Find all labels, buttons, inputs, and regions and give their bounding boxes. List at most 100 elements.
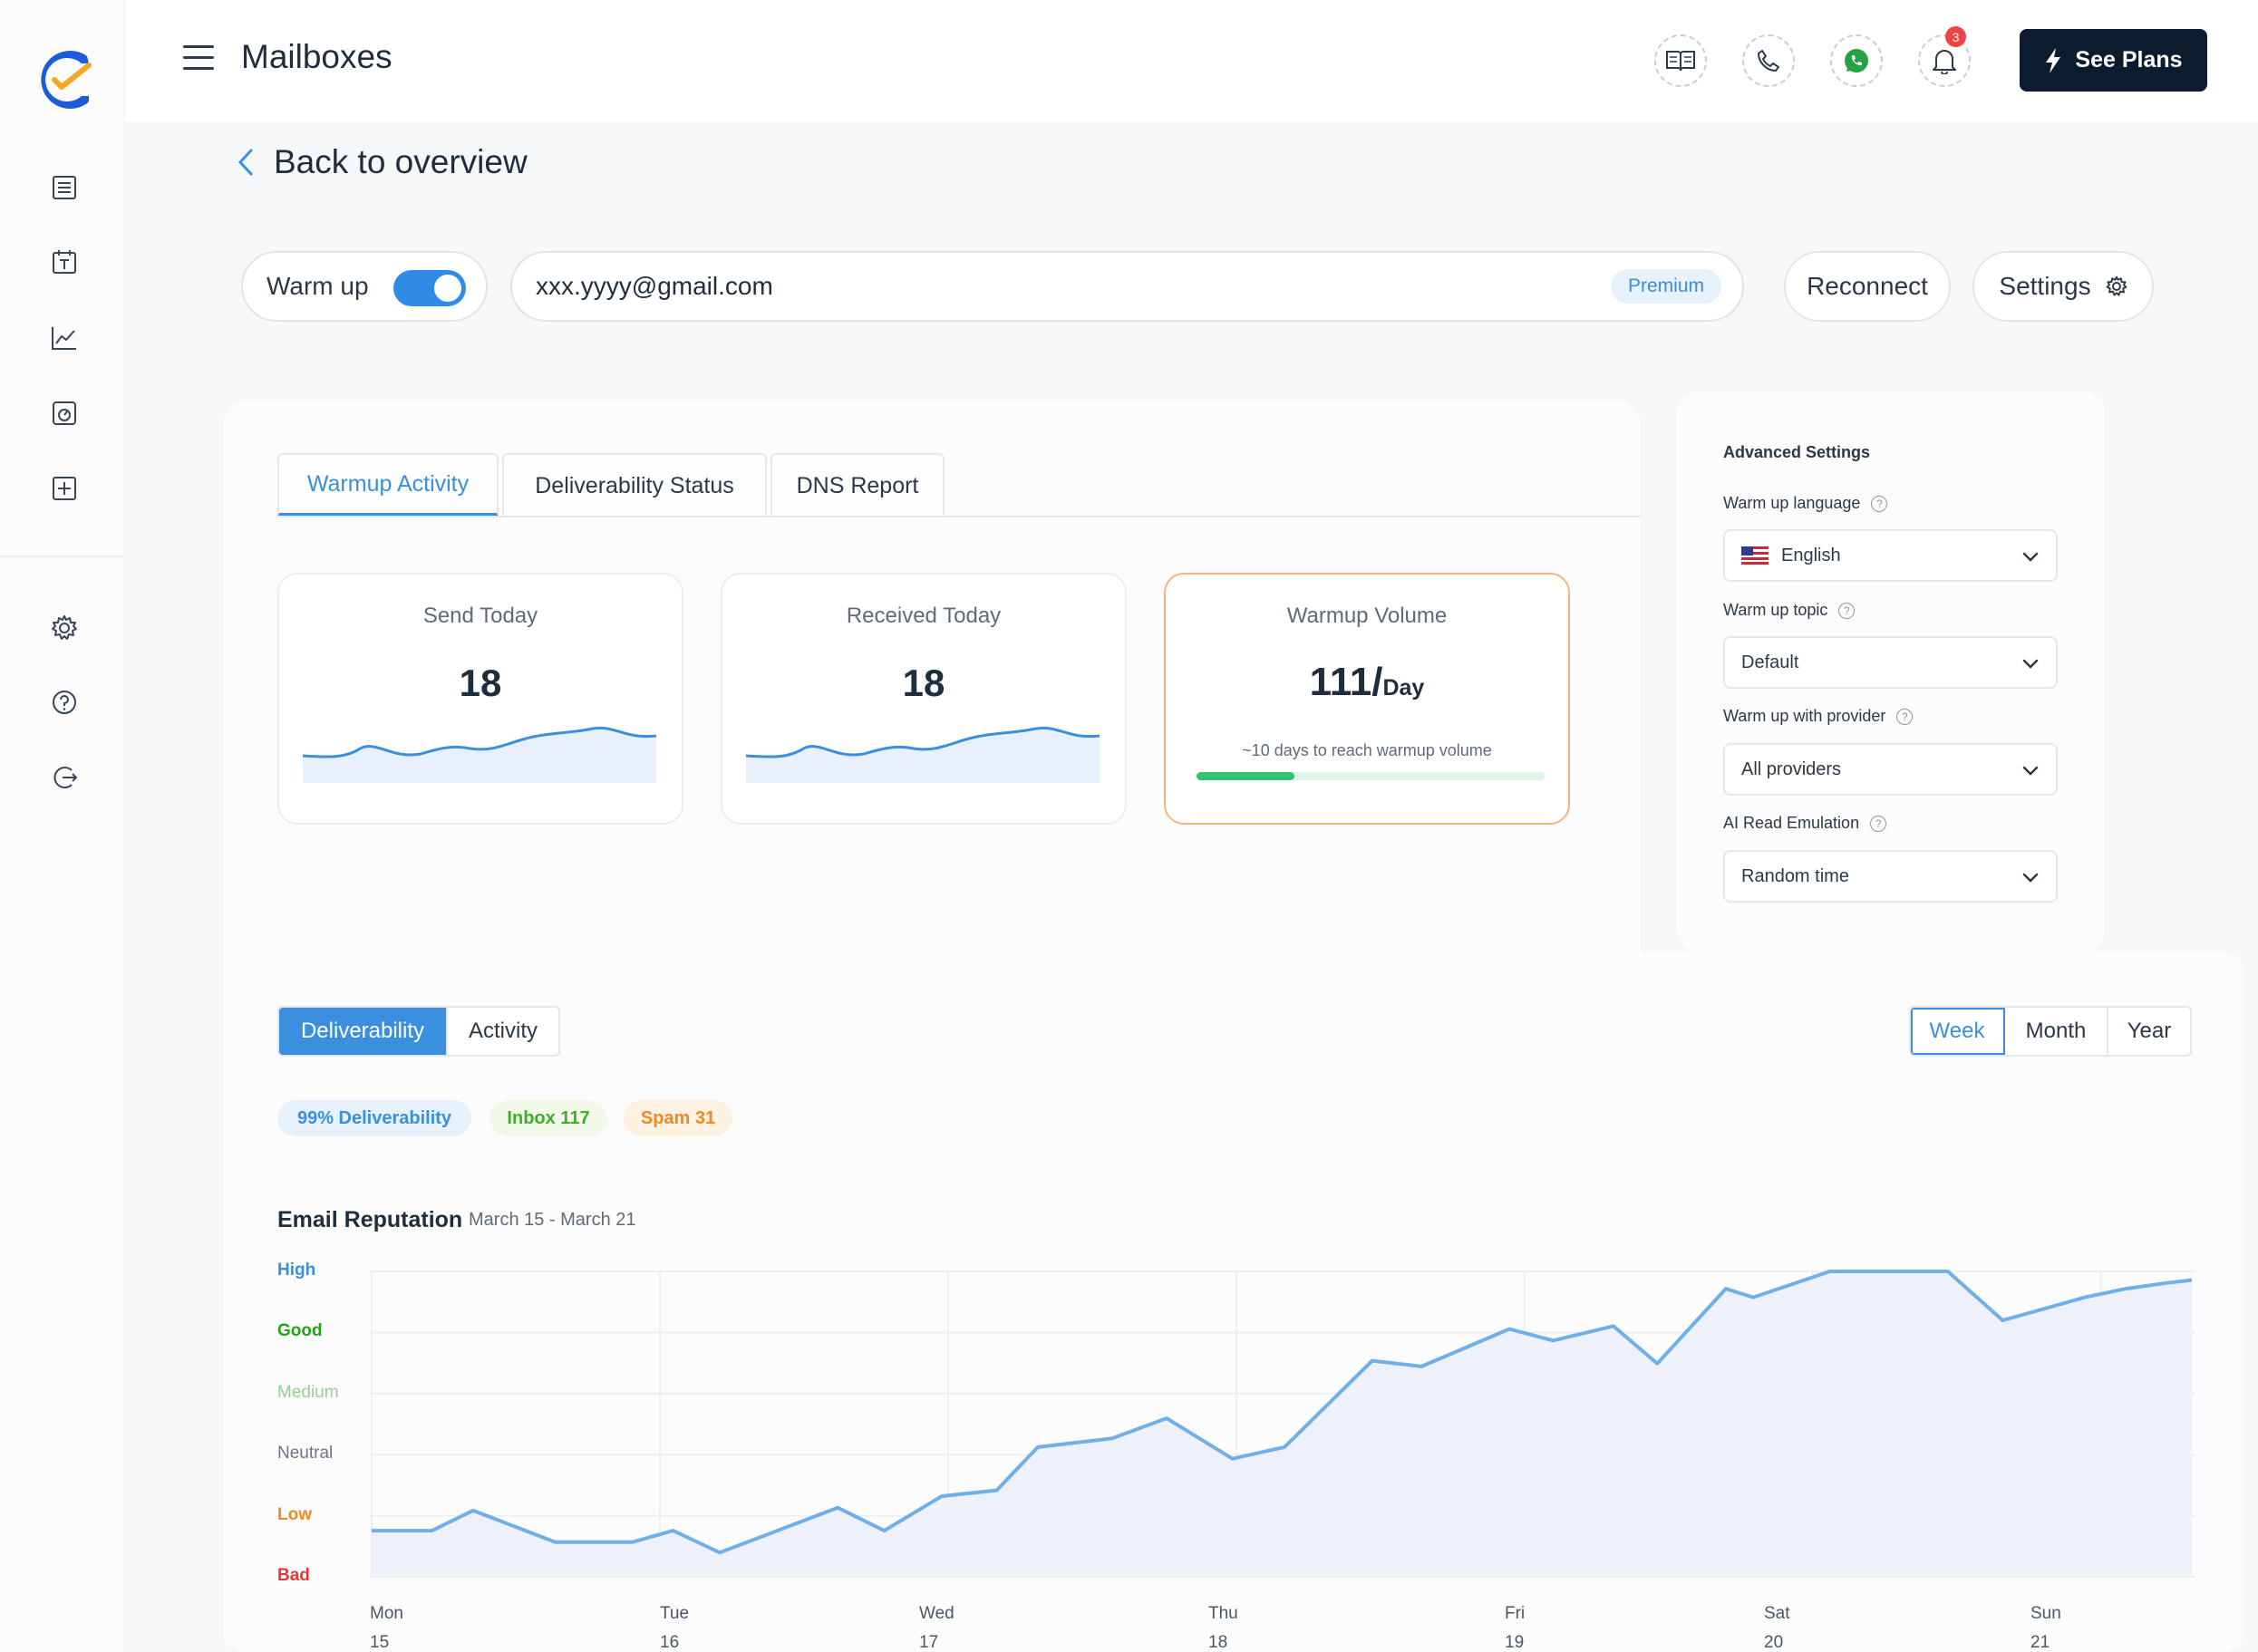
us-flag-icon	[1741, 546, 1769, 565]
warmup-volume-card: Warmup Volume 111/Day ~10 days to reach …	[1164, 573, 1570, 825]
year-toggle[interactable]: Year	[2127, 1019, 2172, 1043]
x-tick-label: Wed 17	[919, 1604, 955, 1652]
reputation-line	[372, 1270, 2193, 1555]
warmup-language-select[interactable]: English	[1723, 529, 2058, 582]
warmup-language-value: English	[1781, 545, 1841, 565]
chart-subtitle: March 15 - March 21	[469, 1210, 636, 1230]
inbox-chip: Inbox 117	[489, 1100, 607, 1136]
warmup-volume-label: Warmup Volume	[1286, 604, 1448, 628]
notification-badge: 3	[1945, 26, 1966, 47]
y-tick-label: Bad	[277, 1566, 310, 1585]
see-plans-label: See Plans	[2075, 47, 2183, 72]
warmup-provider-label: Warm up with provider?	[1723, 707, 1914, 726]
reconnect-label: Reconnect	[1807, 272, 1928, 300]
list-icon[interactable]	[45, 169, 83, 207]
warmup-toggle-box: Warm up	[241, 251, 488, 322]
y-tick-label: Low	[277, 1504, 312, 1524]
app-logo[interactable]	[34, 47, 96, 112]
back-to-overview-link[interactable]: Back to overview	[237, 143, 528, 181]
email-value: xxx.yyyy@gmail.com	[536, 272, 773, 300]
send-today-value: 18	[459, 662, 502, 704]
x-tick-label: Fri 19	[1505, 1604, 1526, 1652]
add-box-icon[interactable]	[45, 469, 83, 507]
deliverability-toggle[interactable]: Deliverability	[279, 1008, 448, 1055]
x-tick-label: Mon 15	[370, 1604, 403, 1652]
reconnect-button[interactable]: Reconnect	[1784, 251, 1951, 322]
x-tick-label: Thu 18	[1208, 1604, 1238, 1652]
whatsapp-icon[interactable]	[1830, 34, 1883, 87]
send-today-card: Send Today 18	[277, 573, 683, 825]
received-today-label: Received Today	[846, 604, 1002, 628]
warmup-volume-note: ~10 days to reach warmup volume	[1242, 741, 1492, 759]
send-sparkline	[303, 726, 656, 783]
gear-icon	[2106, 275, 2127, 296]
advanced-settings-title: Advanced Settings	[1723, 443, 1871, 461]
warmup-topic-select[interactable]: Default	[1723, 636, 2058, 689]
help-icon: ?	[1896, 708, 1914, 725]
sidebar	[0, 0, 125, 1652]
tabs-divider	[277, 516, 1641, 517]
tab-dns-report[interactable]: DNS Report	[770, 453, 945, 517]
warmup-progress-bar	[1197, 772, 1545, 780]
y-tick-label: Neutral	[277, 1444, 334, 1464]
month-toggle[interactable]: Month	[2005, 1008, 2108, 1055]
see-plans-button[interactable]: See Plans	[2020, 29, 2207, 92]
ai-read-emulation-select[interactable]: Random time	[1723, 850, 2058, 903]
view-toggle: Deliverability Activity	[277, 1006, 560, 1057]
settings-button[interactable]: Settings	[1972, 251, 2154, 322]
premium-badge: Premium	[1611, 269, 1721, 304]
email-field[interactable]: xxx.yyyy@gmail.com Premium	[510, 251, 1744, 322]
chart-title: Email Reputation	[277, 1207, 463, 1232]
page-title: Mailboxes	[241, 38, 392, 75]
tab-deliverability-status[interactable]: Deliverability Status	[502, 453, 767, 517]
x-tick-label: Tue 16	[660, 1604, 690, 1652]
panel-tabs: Warmup Activity Deliverability Status DN…	[277, 453, 945, 517]
help-icon: ?	[1838, 602, 1856, 619]
chevron-down-icon	[2022, 659, 2039, 669]
chevron-down-icon	[2022, 552, 2039, 562]
y-tick-label: Good	[277, 1321, 323, 1341]
ai-read-emulation-label: AI Read Emulation?	[1723, 814, 1887, 833]
warmup-volume-value: 111/Day	[1309, 660, 1425, 704]
warmup-topic-label: Warm up topic?	[1723, 601, 1856, 620]
calendar-icon[interactable]	[45, 243, 83, 281]
x-tick-label: Sun 21	[2030, 1604, 2061, 1652]
activity-toggle[interactable]: Activity	[468, 1019, 538, 1043]
gear-icon[interactable]	[45, 609, 83, 647]
warmup-provider-select[interactable]: All providers	[1723, 743, 2058, 796]
settings-label: Settings	[1999, 272, 2091, 300]
send-today-label: Send Today	[422, 604, 538, 628]
spam-chip: Spam 31	[624, 1100, 732, 1136]
menu-icon[interactable]	[183, 45, 214, 72]
lightning-icon	[2046, 47, 2061, 73]
y-tick-label: Medium	[277, 1382, 339, 1402]
timer-icon[interactable]	[45, 394, 83, 432]
reputation-area	[372, 1271, 2192, 1577]
x-tick-label: Sat 20	[1764, 1604, 1790, 1652]
email-reputation-chart	[370, 1270, 2195, 1578]
warmup-label: Warm up	[267, 272, 369, 300]
help-icon: ?	[1871, 495, 1888, 512]
phone-icon[interactable]	[1742, 34, 1795, 87]
logout-icon[interactable]	[45, 758, 83, 797]
warmup-language-label: Warm up language?	[1723, 494, 1888, 513]
help-icon: ?	[1870, 815, 1887, 832]
analytics-icon[interactable]	[45, 319, 83, 357]
received-today-card: Received Today 18	[721, 573, 1127, 825]
received-today-value: 18	[902, 662, 945, 704]
back-label: Back to overview	[274, 143, 528, 180]
warmup-topic-value: Default	[1741, 652, 1799, 672]
warmup-toggle[interactable]	[393, 270, 466, 306]
chevron-down-icon	[2022, 873, 2039, 883]
week-toggle[interactable]: Week	[1911, 1008, 2005, 1055]
docs-icon[interactable]	[1654, 34, 1707, 87]
y-tick-label: High	[277, 1261, 316, 1280]
chevron-down-icon	[2022, 766, 2039, 776]
period-toggle: Week Month Year	[1909, 1006, 2192, 1057]
warmup-provider-value: All providers	[1741, 758, 1842, 779]
help-icon[interactable]	[45, 683, 83, 721]
warmup-progress-fill	[1197, 772, 1294, 780]
deliverability-chip: 99% Deliverability	[277, 1100, 471, 1136]
tab-warmup-activity[interactable]: Warmup Activity	[277, 453, 499, 517]
ai-read-emulation-value: Random time	[1741, 865, 1849, 886]
